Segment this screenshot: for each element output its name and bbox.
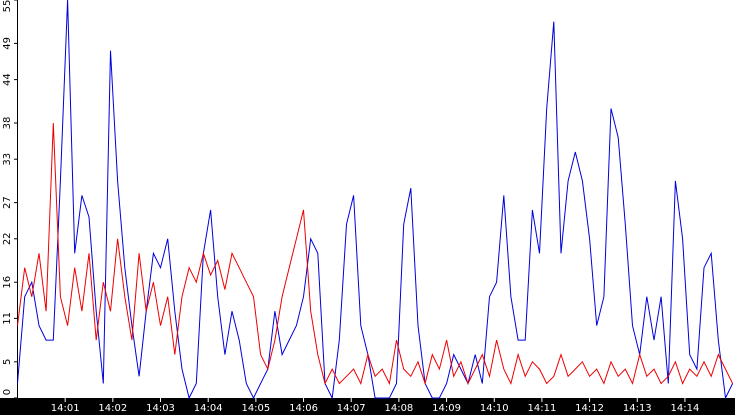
y-tick-label: 0 [2,389,13,395]
y-tick-label: 49 [2,37,13,50]
x-tick-label: 14:06 [289,403,318,414]
x-tick-label: 14:11 [528,403,557,414]
y-tick-label: 22 [2,232,13,245]
series-line [17,122,734,386]
x-tick-label: 14:04 [194,403,223,414]
y-tick-label: 5 [2,359,13,365]
x-tick-label: 14:13 [623,403,652,414]
x-tick-label: 14:07 [337,403,366,414]
y-tick-label: 38 [2,117,13,130]
x-tick-label: 14:03 [146,403,175,414]
x-tick-label: 14:12 [575,403,604,414]
y-tick-label: 16 [2,276,13,289]
x-tick-label: 14:02 [98,403,127,414]
x-tick-label: 14:09 [432,403,461,414]
x-tick-label: 14:08 [384,403,413,414]
x-tick-label: 14:05 [241,403,270,414]
x-axis-band [0,398,735,415]
y-tick-label: 44 [2,73,13,86]
y-tick-label: 33 [2,153,13,166]
x-tick-label: 14:14 [671,403,700,414]
series-line [17,0,734,400]
x-tick-label: 14:10 [480,403,509,414]
x-tick-label: 14:01 [51,403,80,414]
y-tick-label: 11 [2,312,13,325]
y-tick-label: 27 [2,196,13,209]
y-tick-label: 55 [2,0,13,12]
